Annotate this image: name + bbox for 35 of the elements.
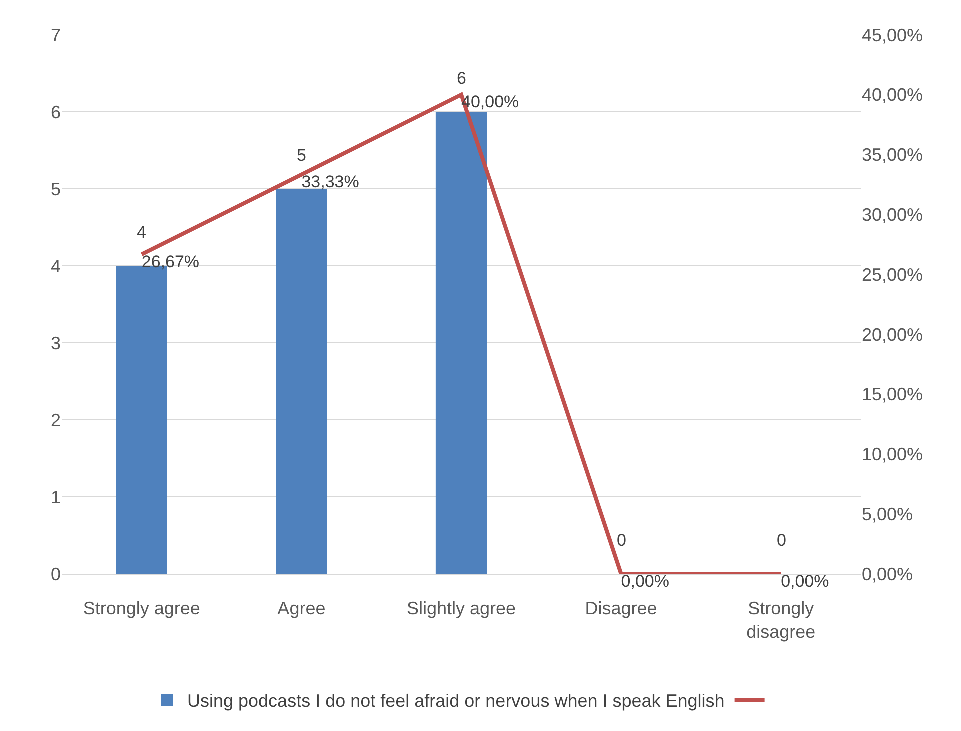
bar xyxy=(436,112,488,574)
data-label: 26,67% xyxy=(142,252,200,272)
x-tick-label: Strongly disagree xyxy=(746,598,816,642)
y2-tick-label: 35,00% xyxy=(862,145,924,166)
y2-tick-label: 5,00% xyxy=(862,504,914,524)
data-label: 0,00% xyxy=(781,572,830,591)
data-label: 4 xyxy=(137,223,146,242)
y2-tick-label: 0,00% xyxy=(862,564,914,584)
x-tick-label: Strongly agree xyxy=(83,598,200,619)
data-label: 5 xyxy=(297,146,306,165)
legend-label: Using podcasts I do not feel afraid or nervous when I speak English xyxy=(188,691,725,712)
y-tick-label: 2 xyxy=(50,410,61,430)
y-tick-label: 1 xyxy=(50,487,61,508)
data-label: 0,00% xyxy=(621,572,670,591)
y2-tick-label: 20,00% xyxy=(862,324,924,345)
y2-tick-label: 15,00% xyxy=(862,384,924,405)
y2-tick-label: 40,00% xyxy=(862,85,924,106)
bar xyxy=(276,189,328,574)
y2-tick-label: 30,00% xyxy=(862,204,924,225)
x-tick-label: Disagree xyxy=(585,598,658,619)
y-tick-label: 6 xyxy=(50,102,61,122)
y-tick-label: 4 xyxy=(50,256,61,276)
y2-tick-label: 45,00% xyxy=(862,25,924,46)
data-label: 33,33% xyxy=(302,172,360,192)
data-label: 6 xyxy=(457,69,466,88)
x-tick-label: Slightly agree xyxy=(406,598,516,619)
y-tick-label: 7 xyxy=(50,25,61,46)
y-tick-label: 3 xyxy=(50,333,61,354)
y2-tick-label: 25,00% xyxy=(862,264,924,285)
y-tick-label: 0 xyxy=(50,564,61,584)
y2-tick-label: 10,00% xyxy=(862,444,924,465)
data-label: 0 xyxy=(617,531,626,550)
data-label: 0 xyxy=(777,531,786,550)
y-tick-label: 5 xyxy=(50,179,61,200)
x-tick-label: Agree xyxy=(278,598,326,619)
